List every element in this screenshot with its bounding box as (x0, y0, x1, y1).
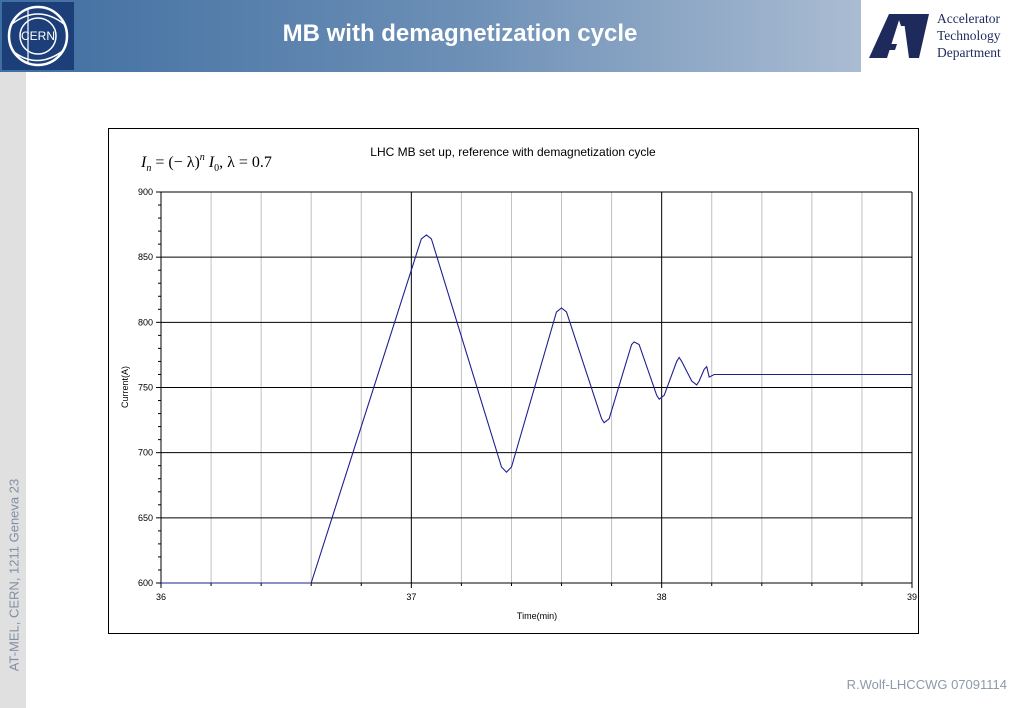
sidebar-address: AT-MEL, CERN, 1211 Geneva 23 (6, 478, 22, 672)
department-line-1: Accelerator (937, 11, 1000, 26)
sidebar (0, 72, 26, 708)
x-tick-label: 36 (156, 592, 166, 602)
y-tick-label: 850 (138, 252, 153, 262)
footer-text: R.Wolf-LHCCWG 07091114 (846, 677, 1007, 692)
y-tick-label: 800 (138, 317, 153, 327)
series-line-current (161, 234, 912, 584)
x-tick-label: 38 (657, 592, 667, 602)
x-tick-label: 37 (406, 592, 416, 602)
chart: 600 650 700 750 800 850 900 36 37 38 39 LHC MB set… (120, 145, 917, 621)
department-line-2: Technology (937, 28, 1001, 43)
department-name: Accelerator Technology Department (937, 10, 1001, 61)
chart-grid (161, 191, 913, 583)
chart-title: LHC MB set up, reference with demagnetiz… (370, 145, 656, 159)
chart-tick-labels: 600 650 700 750 800 850 900 36 37 38 39 (138, 187, 917, 602)
chart-frame: 600 650 700 750 800 850 900 36 37 38 39 LHC MB set… (108, 128, 919, 634)
slide-header: CERN MB with demagnetization cycle Accel… (0, 0, 1023, 72)
y-tick-label: 700 (138, 448, 153, 458)
y-tick-label: 750 (138, 383, 153, 393)
department-logo-icon (869, 14, 929, 58)
page-title: MB with demagnetization cycle (282, 20, 638, 47)
x-tick-label: 39 (907, 592, 917, 602)
x-axis-label: Time(min) (517, 611, 557, 621)
y-tick-label: 900 (138, 187, 153, 197)
cern-logo: CERN (2, 2, 74, 70)
chart-series (161, 234, 912, 584)
y-axis-label: Current(A) (120, 366, 130, 408)
department-line-3: Department (937, 45, 1001, 60)
cern-logo-text: CERN (21, 29, 55, 43)
department-logo-box: Accelerator Technology Department (861, 0, 1023, 72)
chart-axes (156, 191, 913, 588)
y-tick-label: 600 (138, 578, 153, 588)
chart-annotation: In = (− λ)n I0, λ = 0.7 (140, 152, 272, 174)
y-tick-label: 650 (138, 513, 153, 523)
